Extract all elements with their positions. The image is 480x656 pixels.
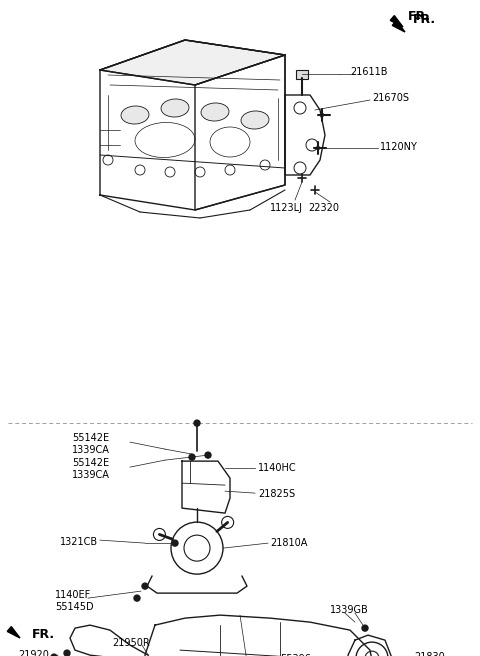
Text: 1339GB: 1339GB xyxy=(330,605,369,615)
Text: 1123LJ: 1123LJ xyxy=(270,203,303,213)
Polygon shape xyxy=(390,16,403,27)
Polygon shape xyxy=(392,20,405,32)
Ellipse shape xyxy=(121,106,149,124)
Polygon shape xyxy=(100,40,285,85)
Text: 21825S: 21825S xyxy=(258,489,295,499)
Text: 21670S: 21670S xyxy=(372,93,409,103)
Ellipse shape xyxy=(161,99,189,117)
Text: 55142E
1339CA: 55142E 1339CA xyxy=(72,433,110,455)
Text: 21810A: 21810A xyxy=(270,538,307,548)
Text: 21830: 21830 xyxy=(414,652,445,656)
Ellipse shape xyxy=(201,103,229,121)
Text: 1140EF
55145D: 1140EF 55145D xyxy=(55,590,94,611)
Text: FR.: FR. xyxy=(408,10,431,23)
Text: 21920: 21920 xyxy=(18,650,49,656)
Text: 55396: 55396 xyxy=(280,654,311,656)
Text: 1120NY: 1120NY xyxy=(380,142,418,152)
Text: 21950R: 21950R xyxy=(112,638,150,648)
Text: 21611B: 21611B xyxy=(350,67,387,77)
Ellipse shape xyxy=(241,111,269,129)
Circle shape xyxy=(51,654,57,656)
Circle shape xyxy=(205,452,211,458)
Text: 22320: 22320 xyxy=(308,203,339,213)
Text: 1140HC: 1140HC xyxy=(258,463,297,473)
Bar xyxy=(296,70,308,79)
Circle shape xyxy=(134,595,140,601)
Circle shape xyxy=(316,146,320,150)
Polygon shape xyxy=(7,626,20,638)
Text: FR.: FR. xyxy=(413,13,436,26)
Circle shape xyxy=(189,454,195,460)
Circle shape xyxy=(321,113,324,117)
Circle shape xyxy=(194,420,200,426)
Text: 1321CB: 1321CB xyxy=(60,537,98,547)
Circle shape xyxy=(172,540,178,546)
Circle shape xyxy=(362,625,368,631)
Text: FR.: FR. xyxy=(32,628,55,641)
Circle shape xyxy=(64,650,70,656)
Circle shape xyxy=(142,583,148,589)
Text: 55142E
1339CA: 55142E 1339CA xyxy=(72,458,110,480)
